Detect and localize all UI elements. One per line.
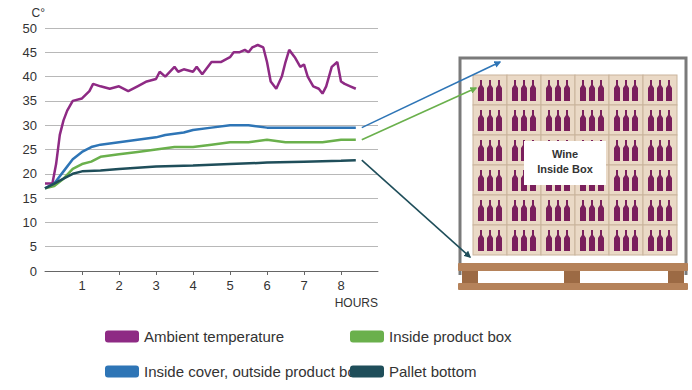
svg-text:3: 3 (152, 278, 159, 293)
svg-text:0: 0 (30, 264, 37, 279)
svg-text:45: 45 (23, 45, 37, 60)
svg-text:6: 6 (263, 278, 270, 293)
svg-text:4: 4 (189, 278, 196, 293)
svg-text:Inside product box: Inside product box (389, 328, 512, 345)
svg-text:40: 40 (23, 69, 37, 84)
svg-text:30: 30 (23, 118, 37, 133)
svg-text:Ambient temperature: Ambient temperature (144, 328, 284, 345)
svg-text:Inside Box: Inside Box (537, 163, 594, 175)
svg-text:7: 7 (300, 278, 307, 293)
svg-text:C°: C° (32, 6, 46, 20)
svg-text:20: 20 (23, 166, 37, 181)
svg-text:35: 35 (23, 93, 37, 108)
svg-text:5: 5 (30, 239, 37, 254)
svg-text:15: 15 (23, 191, 37, 206)
svg-text:Wine: Wine (552, 148, 578, 160)
svg-text:25: 25 (23, 142, 37, 157)
svg-text:2: 2 (115, 278, 122, 293)
svg-text:8: 8 (337, 278, 344, 293)
svg-text:50: 50 (23, 21, 37, 36)
svg-text:1: 1 (78, 278, 85, 293)
svg-text:Pallet bottom: Pallet bottom (389, 363, 477, 380)
svg-text:10: 10 (23, 215, 37, 230)
svg-text:5: 5 (226, 278, 233, 293)
svg-text:Inside cover, outside product: Inside cover, outside product box (144, 363, 364, 380)
svg-text:HOURS: HOURS (335, 296, 378, 310)
